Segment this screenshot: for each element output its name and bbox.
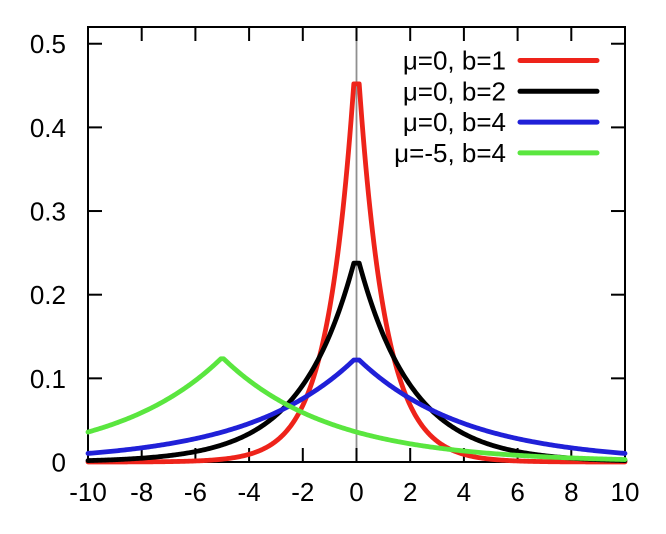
- x-tick-label: 4: [457, 477, 471, 507]
- x-tick-label: -2: [291, 477, 314, 507]
- x-tick-label: -6: [184, 477, 207, 507]
- curve-mu-neg5-b4: [85, 356, 628, 462]
- curve-mu0-b1: [85, 81, 628, 465]
- y-tick-label: 0.1: [30, 364, 66, 394]
- legend-label-mu0-b2: μ=0, b=2: [403, 76, 506, 106]
- x-tick-label: -10: [69, 477, 107, 507]
- y-tick-label: 0.5: [30, 29, 66, 59]
- x-tick-label: 8: [564, 477, 578, 507]
- x-tick-label: 0: [349, 477, 363, 507]
- y-tick-label: 0.4: [30, 113, 66, 143]
- x-tick-label: 2: [403, 477, 417, 507]
- curve-mu0-b4: [85, 357, 628, 456]
- plot-frame: [87, 26, 626, 463]
- x-tick-label: -8: [130, 477, 153, 507]
- y-tick-label: 0: [52, 448, 66, 478]
- x-tick-label: 10: [611, 477, 640, 507]
- legend-label-mu-neg5-b4: μ=-5, b=4: [394, 138, 506, 168]
- legend-label-mu0-b1: μ=0, b=1: [403, 46, 506, 76]
- y-tick-label: 0.2: [30, 280, 66, 310]
- x-tick-label: 6: [510, 477, 524, 507]
- x-tick-label: -4: [238, 477, 261, 507]
- y-tick-label: 0.3: [30, 197, 66, 227]
- legend-label-mu0-b4: μ=0, b=4: [403, 107, 506, 137]
